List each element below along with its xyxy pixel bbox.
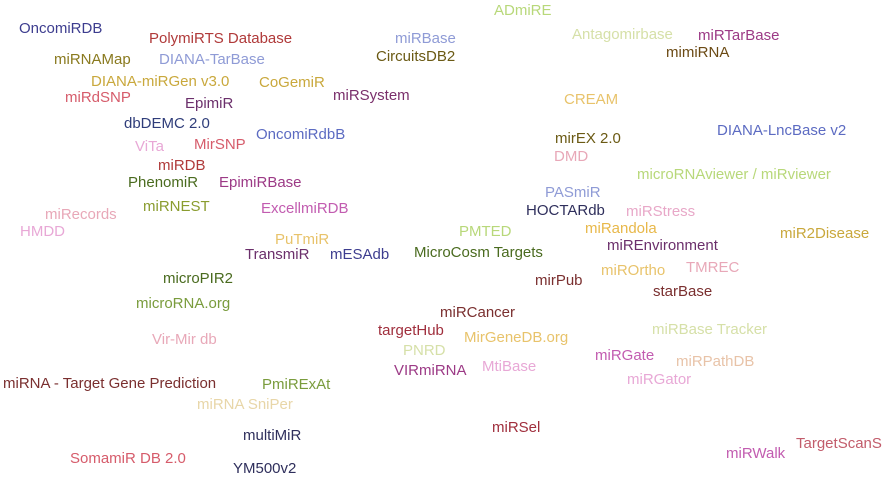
word-diana-tarbase: DIANA-TarBase bbox=[159, 51, 265, 68]
word-cream: CREAM bbox=[564, 91, 619, 108]
word-mirnamap: miRNAMap bbox=[54, 51, 131, 68]
word-dbdemc: dbDEMC 2.0 bbox=[124, 115, 210, 132]
word-microcosm-targets: MicroCosm Targets bbox=[414, 244, 543, 261]
word-mirgator: miRGator bbox=[627, 371, 692, 388]
word-micropir2: microPIR2 bbox=[163, 270, 234, 287]
word-starbase: starBase bbox=[653, 283, 713, 300]
word-mirnest: miRNEST bbox=[143, 198, 210, 215]
word-mirsnp: MirSNP bbox=[194, 136, 246, 153]
word-oncomirdb: OncomiRDB bbox=[19, 20, 103, 37]
word-oncomirdbb: OncomiRdbB bbox=[256, 126, 346, 143]
word-mtibase: MtiBase bbox=[482, 358, 537, 375]
word-vir-mir-db: Vir-Mir db bbox=[152, 331, 217, 348]
word-pasmir: PASmiR bbox=[545, 184, 601, 201]
word-pmirexat: PmiRExAt bbox=[262, 376, 331, 393]
word-targetscans: TargetScanS bbox=[796, 435, 882, 452]
word-mirpathdb: miRPathDB bbox=[676, 353, 755, 370]
word-mirna-target-gene-prediction: miRNA - Target Gene Prediction bbox=[3, 375, 217, 392]
word-admire: ADmiRE bbox=[494, 2, 552, 19]
word-epimir: EpimiR bbox=[185, 95, 234, 112]
word-virmirna: VIRmiRNA bbox=[394, 362, 467, 379]
word-pnrd: PNRD bbox=[403, 342, 446, 359]
word-mirsystem: miRSystem bbox=[333, 87, 410, 104]
word-diana-lncbase: DIANA-LncBase v2 bbox=[717, 122, 847, 139]
word-mirecords: miRecords bbox=[45, 206, 117, 223]
word-mir2disease: miR2Disease bbox=[780, 225, 870, 242]
word-mirgenedb: MirGeneDB.org bbox=[464, 329, 569, 346]
word-mirbase-tracker: miRBase Tracker bbox=[652, 321, 768, 338]
word-hmdd: HMDD bbox=[20, 223, 65, 240]
word-mesadb: mESAdb bbox=[330, 246, 390, 263]
word-mirwalk: miRWalk bbox=[726, 445, 786, 462]
word-mirdsnp: miRdSNP bbox=[65, 89, 131, 106]
word-cogemir: CoGemiR bbox=[259, 74, 325, 91]
word-antagomirbase: Antagomirbase bbox=[572, 26, 673, 43]
word-excellmirdb: ExcellmiRDB bbox=[261, 200, 349, 217]
word-vita: ViTa bbox=[135, 138, 164, 155]
word-diana-mirgen: DIANA-miRGen v3.0 bbox=[91, 73, 230, 90]
word-polymirts-database: PolymiRTS Database bbox=[149, 30, 293, 47]
word-epimirbase: EpimiRBase bbox=[219, 174, 302, 191]
word-mirpub: mirPub bbox=[535, 272, 583, 289]
word-mirenvironment: miREnvironment bbox=[607, 237, 718, 254]
word-mirna-sniper: miRNA SniPer bbox=[197, 396, 293, 413]
word-mirtarbase: miRTarBase bbox=[698, 27, 780, 44]
word-microrna-org: microRNA.org bbox=[136, 295, 231, 312]
word-hoctardb: HOCTARdb bbox=[526, 202, 605, 219]
word-transmir: TransmiR bbox=[245, 246, 310, 263]
word-mirgate: miRGate bbox=[595, 347, 655, 364]
word-mirdb: miRDB bbox=[158, 157, 206, 174]
word-pmted: PMTED bbox=[459, 223, 512, 240]
word-phenomir: PhenomiR bbox=[128, 174, 199, 191]
word-mirortho: miROrtho bbox=[601, 262, 666, 279]
word-targethub: targetHub bbox=[378, 322, 444, 339]
word-tmrec: TMREC bbox=[686, 259, 740, 276]
word-mirsel: miRSel bbox=[492, 419, 541, 436]
word-multimir: multiMiR bbox=[243, 427, 302, 444]
word-mirbase: miRBase bbox=[395, 30, 456, 47]
word-circuitsdb2: CircuitsDB2 bbox=[376, 48, 456, 65]
word-microrna-viewer: microRNAviewer / miRviewer bbox=[637, 166, 831, 183]
word-dmd: DMD bbox=[554, 148, 589, 165]
word-putmir: PuTmiR bbox=[275, 231, 330, 248]
word-mirex: mirEX 2.0 bbox=[555, 130, 621, 147]
word-ym500v2: YM500v2 bbox=[233, 460, 297, 477]
word-mimirna: mimiRNA bbox=[666, 44, 730, 61]
word-mirandola: miRandola bbox=[585, 220, 657, 237]
word-somamir-db: SomamiR DB 2.0 bbox=[70, 450, 186, 467]
word-mircancer: miRCancer bbox=[440, 304, 516, 321]
word-mirstress: miRStress bbox=[626, 203, 696, 220]
